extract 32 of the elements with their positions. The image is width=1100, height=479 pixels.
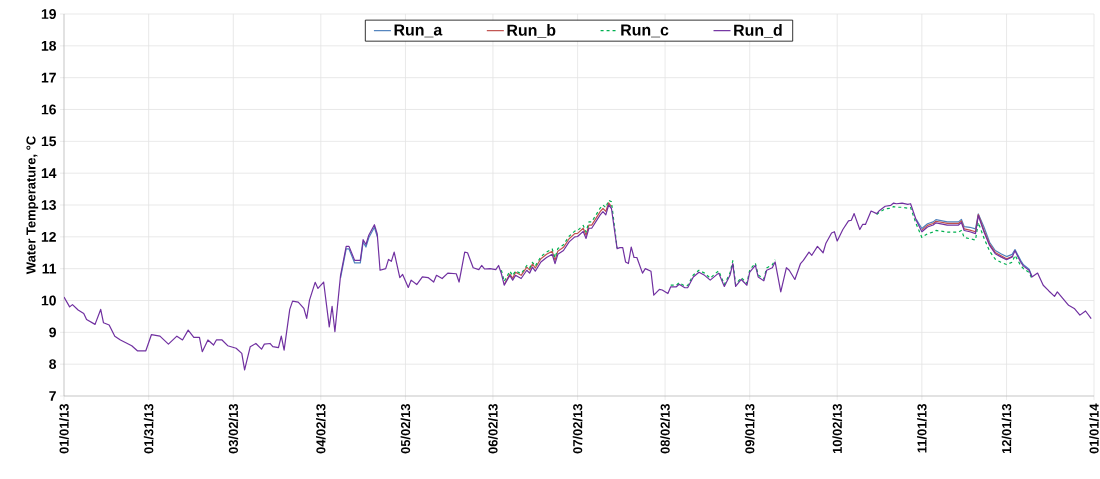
line-series xyxy=(64,202,1092,371)
x-tick-label: 01/31/13 xyxy=(143,403,154,454)
y-tick-label: 18 xyxy=(41,40,57,51)
x-tick-label: 11/01/13 xyxy=(917,403,927,453)
y-tick-label: 7 xyxy=(49,391,56,401)
x-tick-label: 06/02/13 xyxy=(488,403,498,454)
y-tick-label: 9 xyxy=(49,327,56,338)
legend-label: Run_a xyxy=(394,24,443,38)
x-tick-label: 09/01/13 xyxy=(744,403,755,454)
y-tick-label: 17 xyxy=(41,72,56,83)
x-tick-label: 10/02/13 xyxy=(832,403,843,454)
x-tick-label: 03/02/13 xyxy=(228,403,239,454)
x-tick-label: 04/02/13 xyxy=(315,403,326,454)
y-tick-label: 15 xyxy=(41,136,57,147)
x-tick-label: 01/01/13 xyxy=(59,403,69,454)
y-tick-label: 14 xyxy=(41,168,57,178)
y-axis-title: Water Temperature, °C xyxy=(26,136,39,275)
y-tick-label: 13 xyxy=(41,200,56,210)
legend-label: Run_d xyxy=(734,24,782,38)
x-tick-label: 01/01/14 xyxy=(1089,403,1099,454)
legend-label: Run_c xyxy=(621,24,669,38)
y-tick-label: 8 xyxy=(49,359,57,370)
x-tick-label: 05/02/13 xyxy=(400,403,411,454)
y-tick-label: 19 xyxy=(41,9,56,19)
y-tick-label: 16 xyxy=(41,104,56,115)
y-tick-label: 11 xyxy=(42,263,57,274)
legend-label: Run_b xyxy=(507,24,556,38)
x-tick-label: 08/02/13 xyxy=(660,403,670,454)
x-tick-label: 07/02/13 xyxy=(572,403,583,454)
y-tick-label: 10 xyxy=(41,295,56,306)
y-tick-label: 12 xyxy=(41,231,56,242)
x-tick-label: 12/01/13 xyxy=(1001,403,1012,454)
